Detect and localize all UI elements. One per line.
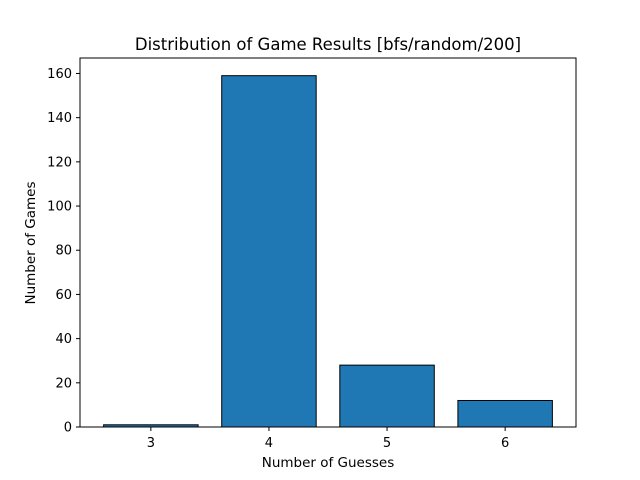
- chart-title: Distribution of Game Results [bfs/random…: [135, 35, 521, 54]
- y-tick-label-40: 40: [55, 332, 72, 347]
- y-tick-label-60: 60: [55, 288, 72, 303]
- bar-4: [221, 75, 317, 428]
- bar-5: [339, 364, 435, 428]
- x-tick-label-6: 6: [501, 436, 509, 451]
- y-tick-label-120: 120: [47, 155, 72, 170]
- y-tick-label-80: 80: [55, 244, 72, 259]
- bar-6: [457, 399, 553, 428]
- x-axis-label: Number of Guesses: [262, 455, 395, 471]
- bars-group: [103, 75, 553, 428]
- plot-background: [80, 58, 576, 427]
- x-tick-label-3: 3: [147, 436, 155, 451]
- x-tick-label-5: 5: [383, 436, 391, 451]
- y-tick-label-160: 160: [47, 67, 72, 82]
- plot-frame: [79, 57, 577, 428]
- y-tick-label-0: 0: [64, 421, 72, 436]
- x-axis-ticks: 3 4 5 6: [147, 427, 509, 451]
- y-tick-label-140: 140: [47, 111, 72, 126]
- x-tick-label-4: 4: [265, 436, 273, 451]
- y-tick-label-20: 20: [55, 376, 72, 391]
- y-tick-label-100: 100: [47, 200, 72, 215]
- y-axis-label: Number of Games: [23, 181, 39, 304]
- y-axis-ticks: 0 20 40 60 80 100 120 140 160: [47, 67, 80, 436]
